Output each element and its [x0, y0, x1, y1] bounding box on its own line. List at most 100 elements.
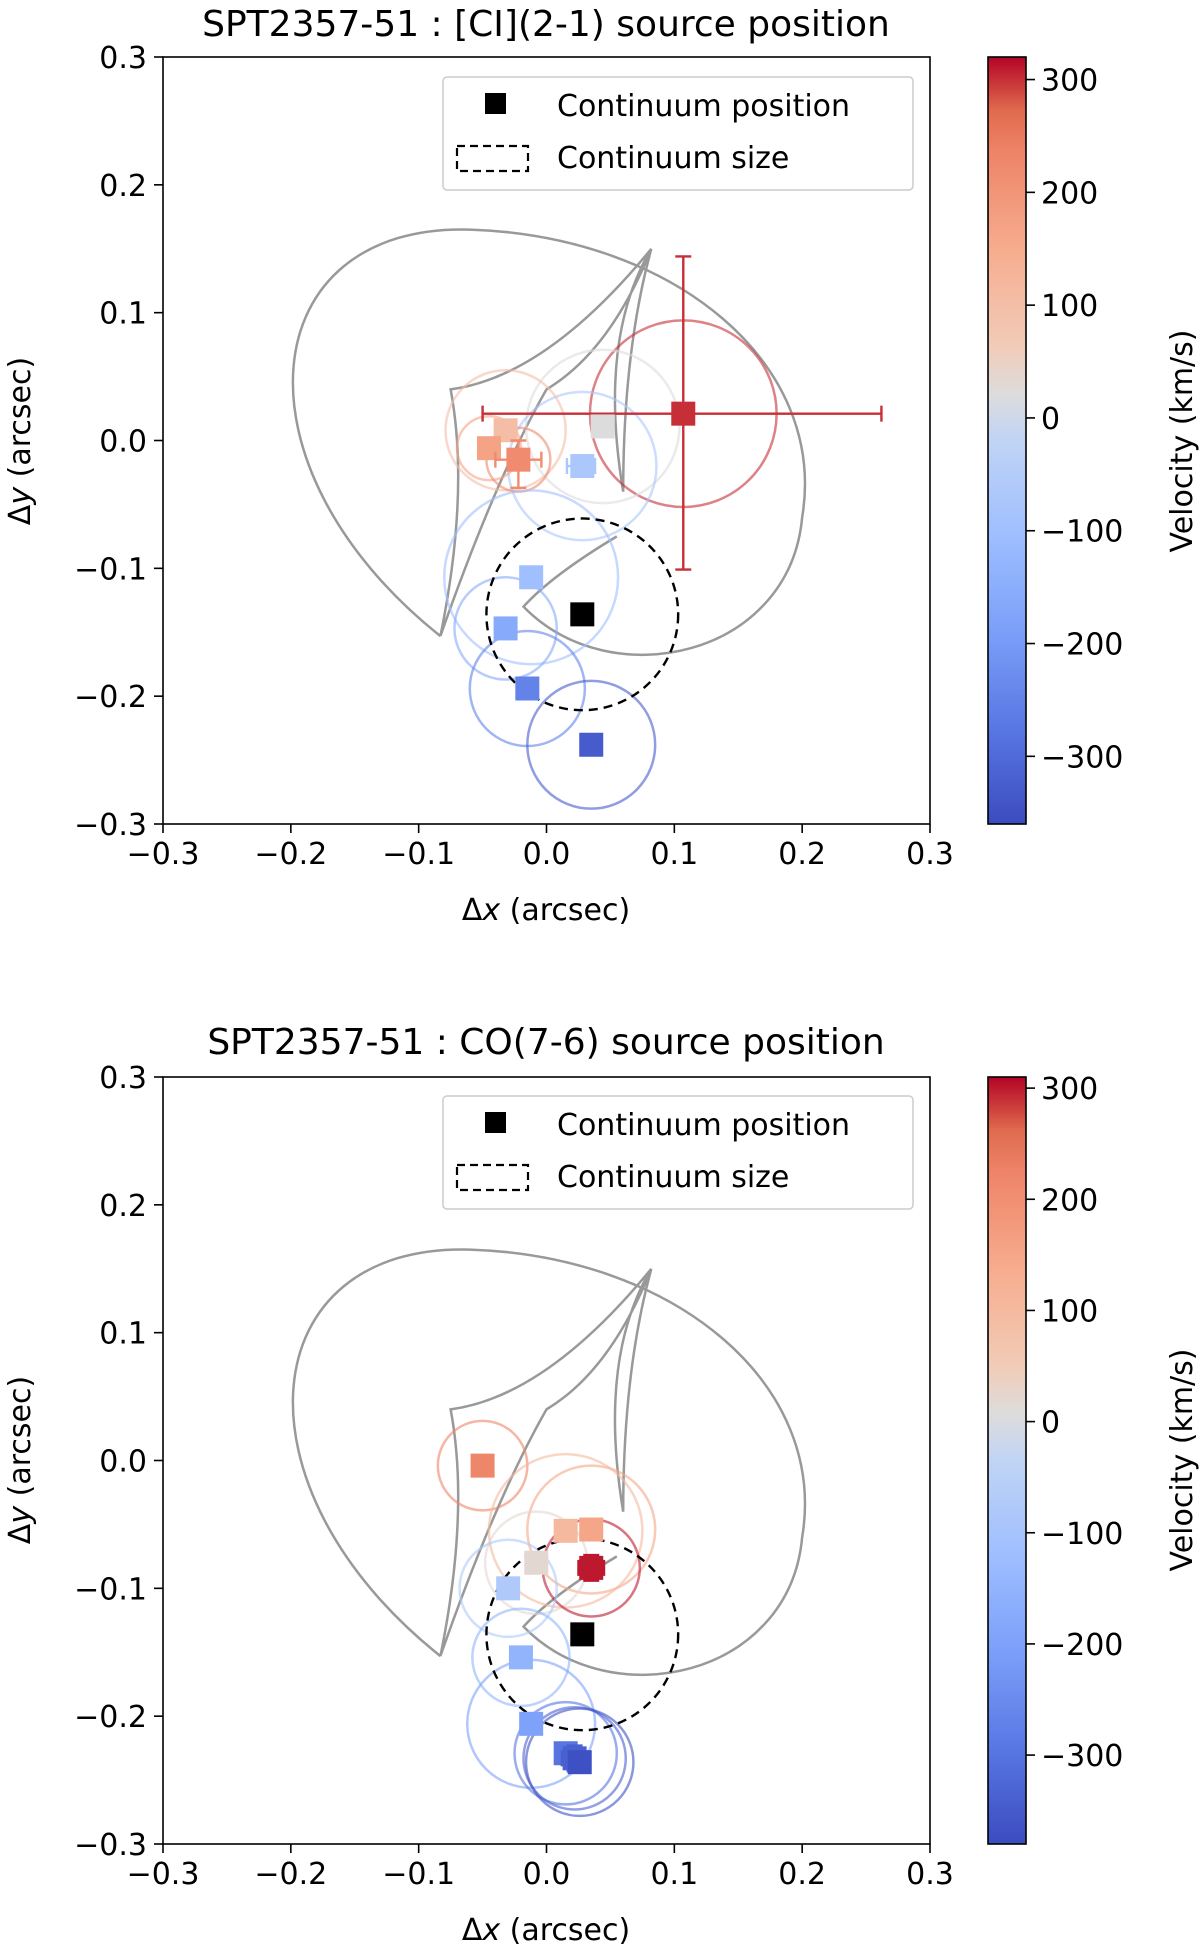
- x-tick-label: −0.3: [127, 837, 200, 872]
- x-tick-label: −0.2: [254, 1857, 327, 1892]
- chart-title: SPT2357-51 : [CI](2-1) source position: [202, 4, 890, 45]
- source-position-marker: [671, 401, 696, 426]
- y-axis-label: Δy (arcsec): [3, 1376, 38, 1544]
- source-size-circle: [513, 1700, 619, 1806]
- y-tick-label: 0.1: [99, 1317, 147, 1352]
- y-tick-label: 0.2: [99, 169, 147, 204]
- colorbar-tick-label: 0: [1041, 1406, 1060, 1441]
- colorbar-tick-label: 300: [1041, 64, 1098, 99]
- y-tick-label: 0.3: [99, 1061, 147, 1096]
- y-axis-label: Δy (arcsec): [3, 357, 38, 525]
- legend-box: [442, 76, 914, 191]
- legend: Continuum position Continuum size: [442, 1095, 914, 1210]
- y-tick-label: 0.1: [99, 297, 147, 332]
- source-position-marker: [506, 447, 531, 472]
- legend-marker-continuum-size: [455, 1163, 530, 1192]
- colorbar-label: Velocity (km/s): [1165, 330, 1200, 553]
- source-size-circle: [444, 368, 567, 492]
- colorbar: 300 200 100 0 −100 −200 −300 Velocity (km/s): [987, 56, 1200, 825]
- source-position-marker: [579, 1517, 604, 1542]
- axis-ticks: −0.3 −0.2 −0.1 0.0 0.1 0.2 0.3 0.3 0.2 0.1 0.0 −0.1…: [74, 1061, 954, 1892]
- legend-label-continuum-position: Continuum position: [557, 89, 850, 124]
- source-size-circle: [526, 679, 657, 810]
- colorbar-bar: [987, 56, 1027, 825]
- colorbar-tick-label: 100: [1041, 289, 1098, 324]
- y-tick-label: 0.0: [99, 1445, 147, 1480]
- source-position-marker: [519, 1711, 544, 1736]
- legend: Continuum position Continuum size: [442, 76, 914, 191]
- source-position-marker: [567, 1750, 592, 1775]
- colorbar-tick-label: −100: [1041, 1517, 1123, 1552]
- caustic-inner: [439, 1267, 653, 1657]
- x-tick-label: 0.2: [778, 837, 826, 872]
- y-tick-label: 0.3: [99, 41, 147, 76]
- colorbar-ticks: 300 200 100 0 −100 −200 −300: [1026, 1072, 1123, 1774]
- continuum-position-marker: [570, 1622, 595, 1647]
- plot-area: [291, 228, 883, 810]
- plot-area: [291, 1248, 807, 1818]
- x-tick-label: 0.0: [523, 1857, 571, 1892]
- source-size-circle: [522, 1705, 628, 1811]
- source-position-marker: [470, 1453, 495, 1478]
- source-size-circle: [453, 576, 558, 681]
- source-size-circle: [471, 1607, 571, 1708]
- colorbar-tick-label: 0: [1041, 402, 1060, 437]
- panel-co: SPT2357-51 : CO(7-6) source position −0.…: [3, 1022, 1200, 1948]
- colorbar-bar: [987, 1076, 1027, 1845]
- colorbar-tick-label: 100: [1041, 1294, 1098, 1329]
- source-size-circle: [458, 1538, 558, 1639]
- source-position-marker: [579, 1555, 604, 1580]
- y-tick-label: 0.0: [99, 425, 147, 460]
- x-tick-label: 0.1: [650, 1857, 698, 1892]
- source-size-circle: [526, 1464, 657, 1595]
- source-position-marker: [515, 676, 540, 701]
- source-position-marker: [553, 1518, 578, 1543]
- source-size-circle: [524, 348, 681, 505]
- source-position-marker: [476, 436, 501, 461]
- legend-label-continuum-size: Continuum size: [557, 141, 789, 176]
- colorbar-ticks: 300 200 100 0 −100 −200 −300: [1026, 64, 1123, 775]
- source-position-marker: [524, 1550, 549, 1575]
- legend-box: [442, 1095, 914, 1210]
- y-tick-label: −0.3: [74, 808, 147, 843]
- x-tick-label: −0.1: [382, 837, 455, 872]
- x-tick-label: −0.1: [382, 1857, 455, 1892]
- y-tick-label: −0.2: [74, 1700, 147, 1735]
- colorbar-tick-label: 200: [1041, 176, 1098, 211]
- caustic-outer: [291, 228, 807, 657]
- source-size-circle: [487, 1452, 644, 1609]
- y-tick-label: −0.3: [74, 1828, 147, 1863]
- x-axis-label: Δx (arcsec): [462, 893, 630, 928]
- colorbar-tick-label: 200: [1041, 1183, 1098, 1218]
- source-position-marker: [496, 1576, 521, 1601]
- x-tick-label: 0.3: [906, 837, 954, 872]
- colorbar-tick-label: −300: [1041, 1739, 1123, 1774]
- y-tick-label: −0.1: [74, 552, 147, 587]
- x-tick-label: 0.1: [650, 837, 698, 872]
- caustic-outer: [291, 1248, 807, 1677]
- colorbar-tick-label: 300: [1041, 1072, 1098, 1107]
- caustic-inner: [439, 247, 653, 637]
- x-axis-label: Δx (arcsec): [462, 1913, 630, 1948]
- colorbar-label: Velocity (km/s): [1165, 1349, 1200, 1572]
- x-tick-label: 0.0: [523, 837, 571, 872]
- y-tick-label: 0.2: [99, 1189, 147, 1224]
- source-position-marker: [508, 1645, 533, 1670]
- x-tick-label: −0.3: [127, 1857, 200, 1892]
- y-tick-label: −0.1: [74, 1572, 147, 1607]
- x-tick-label: 0.3: [906, 1857, 954, 1892]
- legend-marker-continuum-size: [455, 144, 530, 173]
- colorbar-tick-label: −300: [1041, 740, 1123, 775]
- x-tick-label: −0.2: [254, 837, 327, 872]
- colorbar-tick-label: −100: [1041, 515, 1123, 550]
- chart-title: SPT2357-51 : CO(7-6) source position: [207, 1022, 884, 1063]
- source-position-marker: [590, 414, 615, 439]
- continuum-size-circle: [485, 517, 680, 712]
- colorbar-tick-label: −200: [1041, 628, 1123, 663]
- source-size-circle: [442, 489, 620, 666]
- legend-label-continuum-size: Continuum size: [557, 1160, 789, 1195]
- x-tick-label: 0.2: [778, 1857, 826, 1892]
- legend-marker-continuum-position: [485, 93, 506, 114]
- legend-marker-continuum-position: [485, 1112, 506, 1133]
- axis-ticks: −0.3 −0.2 −0.1 0.0 0.1 0.2 0.3 0.3 0.2 0.1 0.0 −0.1…: [74, 41, 954, 872]
